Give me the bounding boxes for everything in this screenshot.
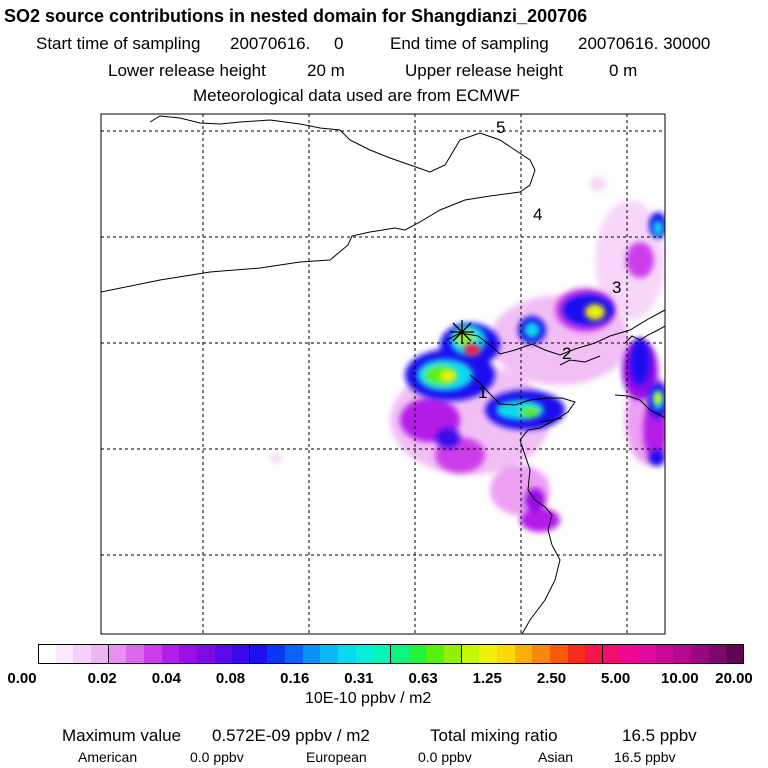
start-time-label: Start time of sampling <box>36 34 201 53</box>
map-frame <box>100 113 666 635</box>
colorbar-swatch <box>443 644 463 664</box>
colorbar-swatch <box>267 644 286 664</box>
colorbar-swatch <box>408 644 427 664</box>
track-label-5: 5 <box>496 118 505 137</box>
colorbar-swatch <box>532 644 551 664</box>
colorbar-frame <box>38 644 744 664</box>
colorbar-swatch <box>249 644 268 664</box>
colorbar-swatch <box>285 644 304 664</box>
colorbar-swatch <box>708 644 727 664</box>
european-label: European <box>306 749 367 765</box>
colorbar-swatch <box>338 644 357 664</box>
colorbar-swatch <box>179 644 198 664</box>
colorbar-tick-label: 2.50 <box>536 670 567 687</box>
colorbar-swatch <box>602 644 621 664</box>
colorbar-swatch <box>391 644 410 664</box>
european-value: 0.0 ppbv <box>418 749 472 765</box>
map-panel: 1 2 3 4 5 <box>100 113 666 635</box>
lower-height-label: Lower release height <box>108 61 266 80</box>
colorbar-swatch <box>73 644 92 664</box>
colorbar-swatch <box>620 644 639 664</box>
colorbar-swatch <box>108 644 127 664</box>
colorbar-swatch <box>161 644 180 664</box>
colorbar-swatch <box>355 644 374 664</box>
colorbar-tick-label: 0.04 <box>151 670 181 687</box>
colorbar-swatch <box>426 644 445 664</box>
colorbar-swatch <box>691 644 710 664</box>
colorbar-swatch <box>55 644 74 664</box>
colorbar-tick-label: 0.16 <box>280 670 310 687</box>
end-time-label: End time of sampling <box>390 34 549 53</box>
colorbar-swatch <box>496 644 516 664</box>
track-label-4: 4 <box>533 205 542 224</box>
colorbar-tick-label: 0.63 <box>408 670 438 687</box>
colorbar-swatch <box>461 644 480 664</box>
asian-value: 16.5 ppbv <box>614 749 676 765</box>
colorbar-swatch <box>514 644 533 664</box>
colorbar-tick-label: 20.00 <box>715 670 753 687</box>
colorbar-tick-label: 0.02 <box>87 670 117 687</box>
upper-height-label: Upper release height <box>405 61 563 80</box>
colorbar-swatch <box>90 644 110 664</box>
colorbar-swatch <box>638 644 657 664</box>
colorbar-swatch <box>373 644 392 664</box>
receptor-star-icon <box>450 320 474 344</box>
colorbar-swatch <box>320 644 339 664</box>
american-value: 0.0 ppbv <box>190 749 244 765</box>
colorbar-tick-label: 5.00 <box>601 670 631 687</box>
page-title: SO2 source contributions in nested domai… <box>4 6 588 26</box>
track-label-3: 3 <box>612 278 621 297</box>
colorbar-swatch <box>673 644 692 664</box>
colorbar-swatch <box>726 644 745 664</box>
end-time-value: 20070616. 30000 <box>578 34 711 53</box>
colorbar-swatch <box>196 644 215 664</box>
start-time-value: 20070616. 0 <box>230 34 344 53</box>
colorbar-tick-label: 10.00 <box>661 670 699 687</box>
lower-height-value: 20 m <box>307 61 345 80</box>
colorbar-units: 10E-10 ppbv / m2 <box>305 690 432 707</box>
colorbar-swatch <box>479 644 498 664</box>
max-value: 0.572E-09 ppbv / m2 <box>212 726 370 745</box>
colorbar-swatch <box>549 644 568 664</box>
colorbar-tick-label: 0.08 <box>215 670 246 687</box>
colorbar-swatch <box>655 644 674 664</box>
colorbar-swatch <box>567 644 586 664</box>
colorbar-swatch <box>585 644 604 664</box>
colorbar-swatch <box>126 644 145 664</box>
colorbar-tick-label: 1.25 <box>472 670 502 687</box>
met-data-note: Meteorological data used are from ECMWF <box>193 86 520 105</box>
colorbar-tick-label: 0.31 <box>344 670 374 687</box>
total-mixing-value: 16.5 ppbv <box>622 726 697 745</box>
lat-lon-grid <box>101 114 665 634</box>
track-label-2: 2 <box>562 344 571 363</box>
colorbar-swatch <box>214 644 233 664</box>
upper-height-value: 0 m <box>609 61 638 80</box>
colorbar-swatch <box>302 644 321 664</box>
colorbar-swatch <box>143 644 163 664</box>
colorbar-tick-label: 0.00 <box>7 670 37 687</box>
asian-label: Asian <box>538 749 574 765</box>
coastlines <box>101 115 665 634</box>
total-mixing-label: Total mixing ratio <box>430 726 558 745</box>
colorbar-swatch <box>232 644 251 664</box>
track-label-1: 1 <box>478 383 487 402</box>
max-value-label: Maximum value <box>62 726 182 745</box>
concentration-field <box>270 177 665 532</box>
colorbar-swatch <box>38 644 57 664</box>
american-label: American <box>78 749 138 765</box>
